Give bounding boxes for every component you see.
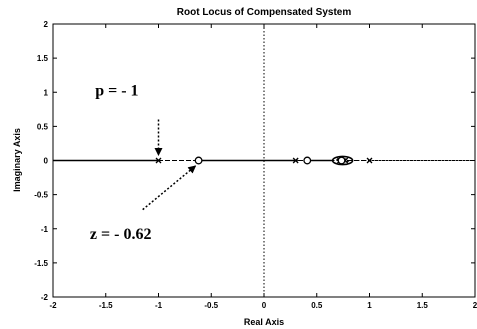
zero-marker bbox=[194, 156, 203, 165]
y-tick-label: 0 bbox=[44, 157, 49, 166]
locus-branches bbox=[53, 155, 475, 166]
x-axis-label: Real Axis bbox=[244, 317, 284, 327]
pole-stroke bbox=[292, 157, 299, 164]
pole-stroke bbox=[366, 157, 373, 164]
annotation-arrow bbox=[142, 165, 197, 211]
y-tick-label: -0.5 bbox=[34, 191, 48, 200]
annotation-label: z = - 0.62 bbox=[90, 226, 152, 243]
x-tick-label: -0.5 bbox=[204, 301, 218, 310]
annotation-label: p = - 1 bbox=[95, 83, 138, 100]
y-tick-label: 2 bbox=[44, 20, 49, 29]
annotations: p = - 1 z = - 0.62 bbox=[90, 83, 197, 243]
x-tick-label: 0 bbox=[262, 301, 267, 310]
axis-ticks: -2 -1.5 -1 -0.5 0 0.5 1 1.5 2 -2 -1.5 -1 -0.5 0 0.5 1 1.… bbox=[34, 20, 477, 310]
chart-title: Root Locus of Compensated System bbox=[177, 7, 352, 18]
y-tick-label: 0.5 bbox=[37, 122, 49, 131]
pole-marker bbox=[366, 157, 373, 164]
x-tick-label: -1 bbox=[155, 301, 163, 310]
y-tick-label: -1.5 bbox=[34, 259, 48, 268]
y-tick-label: 1 bbox=[44, 88, 49, 97]
x-tick-label: -2 bbox=[49, 301, 57, 310]
locus-loop bbox=[331, 155, 354, 166]
pole-marker bbox=[292, 157, 299, 164]
zero-marker bbox=[303, 156, 312, 165]
x-tick-label: -1.5 bbox=[99, 301, 113, 310]
x-tick-label: 0.5 bbox=[311, 301, 323, 310]
pole-stroke bbox=[155, 157, 162, 164]
x-tick-label: 1.5 bbox=[417, 301, 429, 310]
pole-marker bbox=[155, 157, 162, 164]
zero-marker bbox=[337, 156, 346, 165]
y-tick-label: -2 bbox=[41, 293, 49, 302]
x-tick-label: 2 bbox=[473, 301, 477, 310]
y-tick-label: -1 bbox=[41, 225, 49, 234]
x-tick-label: 1 bbox=[367, 301, 372, 310]
y-axis-label: Imaginary Axis bbox=[12, 128, 22, 192]
pole-zero-markers bbox=[155, 156, 373, 165]
y-tick-label: 1.5 bbox=[37, 54, 49, 63]
